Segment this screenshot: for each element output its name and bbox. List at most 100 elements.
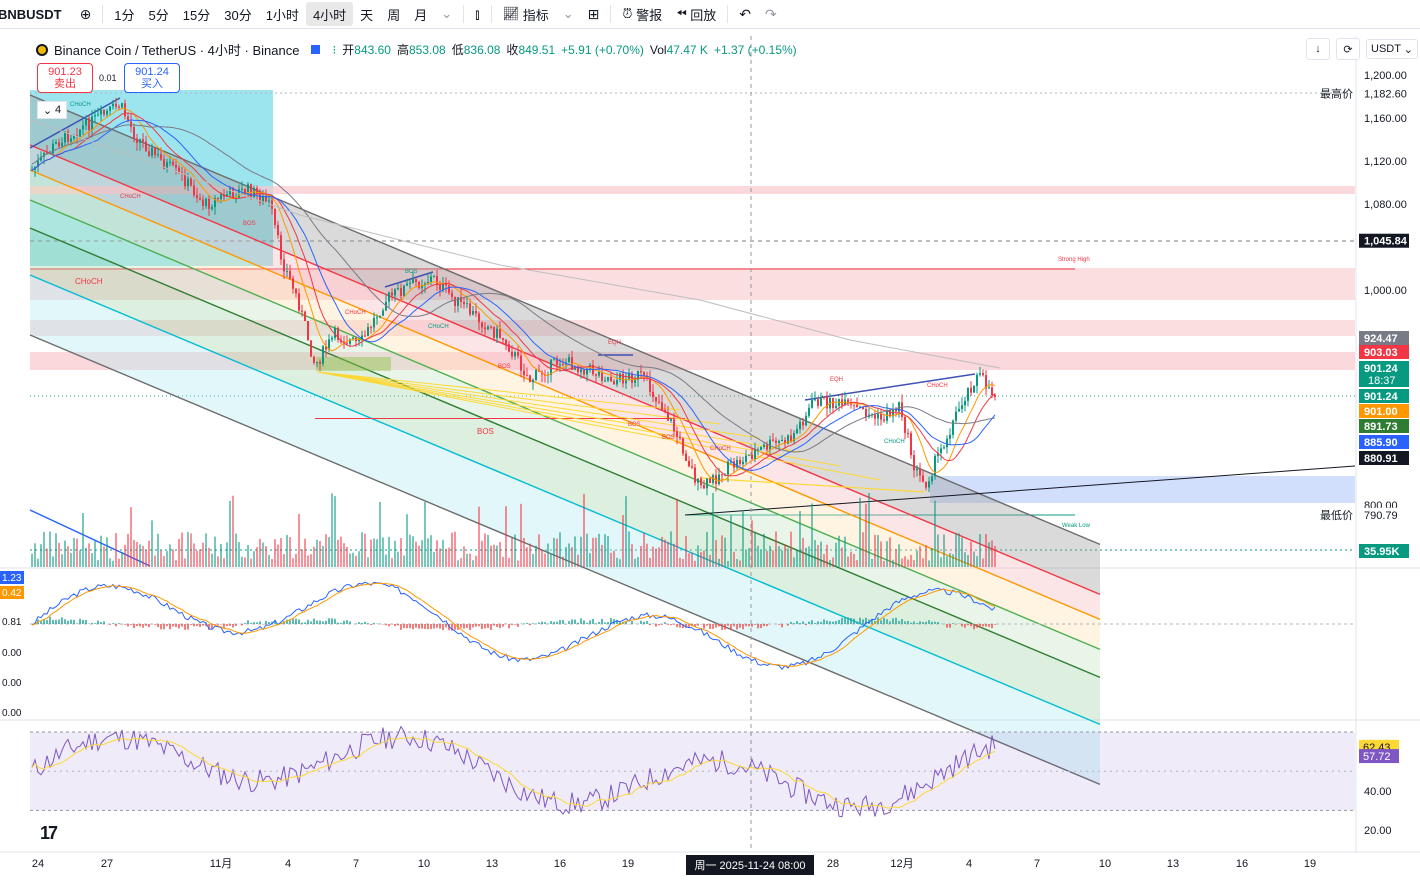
chevron-down-icon[interactable]: ⌄	[562, 6, 574, 21]
interval-1h[interactable]: 1小时	[265, 7, 299, 23]
candle-body	[925, 481, 927, 488]
volume-bar	[949, 553, 951, 567]
macd-histogram-bar	[442, 624, 444, 630]
volume-bar	[877, 534, 879, 567]
macd-histogram-bar	[706, 624, 708, 626]
candle-type-icon[interactable]: ⫾	[475, 5, 480, 22]
undo-icon[interactable]: ↶	[739, 5, 751, 22]
candle-body	[370, 327, 372, 329]
macd-histogram-bar	[922, 621, 924, 624]
ma-long-line	[31, 124, 996, 453]
arrow-down-icon[interactable]: ↓	[1306, 38, 1330, 60]
layout-grid-icon[interactable]: ⊞	[587, 5, 600, 22]
volume-bar	[958, 533, 960, 567]
indicators-button[interactable]: 📈︎ 指标	[496, 2, 556, 26]
interval-1m[interactable]: 1分	[114, 7, 135, 23]
volume-bar	[904, 556, 906, 567]
candle-body	[718, 474, 720, 485]
volume-bar	[853, 554, 855, 567]
candle-body	[136, 138, 138, 143]
interval-1w[interactable]: 周	[387, 7, 401, 23]
volume-bar	[388, 536, 390, 567]
candle-body	[424, 283, 426, 286]
macd-histogram-bar	[952, 623, 954, 624]
volume-bar	[559, 532, 561, 567]
interval-4h[interactable]: 4小时	[305, 2, 354, 26]
macd-histogram-bar	[511, 624, 513, 626]
macd-histogram-bar	[820, 621, 822, 624]
volume-bar	[835, 542, 837, 567]
alert-button[interactable]: ⏰︎ 警报	[615, 2, 669, 26]
candle-body	[943, 447, 945, 449]
volume-bar	[781, 550, 783, 567]
candle-body	[739, 460, 741, 464]
price-tag	[1359, 345, 1409, 359]
buy-price: 901.24	[135, 66, 169, 78]
candle-body	[583, 369, 585, 375]
candle-body	[364, 335, 366, 337]
refresh-icon[interactable]: ⟳	[1336, 38, 1360, 60]
macd-histogram-bar	[415, 624, 417, 628]
candle-body	[142, 139, 144, 142]
macd-histogram-bar	[526, 622, 528, 624]
interval-30m[interactable]: 30分	[224, 7, 252, 23]
macd-axis-label: 0.00	[2, 708, 22, 719]
candle-body	[952, 420, 954, 435]
volume-bar	[568, 543, 570, 567]
candle-body	[559, 364, 561, 366]
candle-body	[535, 369, 537, 380]
buy-button[interactable]: 901.24 买入	[124, 63, 180, 93]
candle-body	[934, 455, 936, 477]
macd-histogram-bar	[190, 624, 192, 625]
macd-histogram-bar	[418, 624, 420, 629]
candle-body	[151, 147, 153, 156]
macd-histogram-bar	[730, 624, 732, 631]
macd-histogram-bar	[988, 624, 990, 627]
interval-15m[interactable]: 15分	[182, 7, 211, 23]
candle-body	[172, 161, 174, 165]
candle-body	[43, 152, 45, 157]
volume-bar	[934, 500, 936, 567]
macd-tag	[0, 571, 24, 584]
candle-body	[202, 199, 204, 206]
macd-histogram-bar	[430, 624, 432, 630]
sell-button[interactable]: 901.23 卖出	[37, 63, 93, 93]
volume-bar	[913, 560, 915, 567]
volume-bar	[424, 501, 426, 567]
symbol-search[interactable]: BNBUSDT	[0, 2, 69, 26]
macd-histogram-bar	[385, 624, 387, 626]
candle-body	[667, 411, 669, 421]
volume-bar	[811, 503, 813, 567]
flag-icon[interactable]	[311, 45, 321, 54]
candle-body	[253, 188, 255, 197]
candle-body	[607, 376, 609, 381]
candle-body	[766, 444, 768, 450]
candle-body	[505, 339, 507, 345]
macd-histogram-bar	[694, 624, 696, 627]
replay-button[interactable]: ⏪︎ 回放	[669, 2, 723, 26]
macd-histogram-bar	[859, 617, 861, 624]
candle-body	[319, 361, 321, 364]
indicator-collapse-button[interactable]: ⌄ 4	[37, 101, 67, 119]
redo-icon[interactable]: ↷	[764, 5, 777, 22]
volume-bar	[361, 532, 363, 567]
low-label: 低	[451, 43, 464, 57]
interval-1mo[interactable]: 月	[414, 7, 428, 23]
candle-body	[70, 138, 72, 142]
volume-bar	[751, 520, 753, 567]
currency-select[interactable]: USDT ⌄	[1366, 39, 1418, 59]
interval-1d[interactable]: 天	[360, 7, 374, 23]
volume-bar	[763, 533, 765, 567]
volume-bar	[919, 546, 921, 567]
currency-label: USDT	[1371, 43, 1401, 55]
volume-bar	[427, 538, 429, 567]
candle-body	[625, 379, 627, 384]
volume-bar	[445, 548, 447, 567]
candle-body	[526, 375, 528, 377]
volume-bar	[550, 553, 552, 567]
plus-circle-icon[interactable]: ⊕	[79, 5, 92, 22]
candle-body	[880, 413, 882, 420]
chevron-down-icon[interactable]: ⌄	[441, 6, 453, 21]
interval-5m[interactable]: 5分	[148, 7, 169, 23]
